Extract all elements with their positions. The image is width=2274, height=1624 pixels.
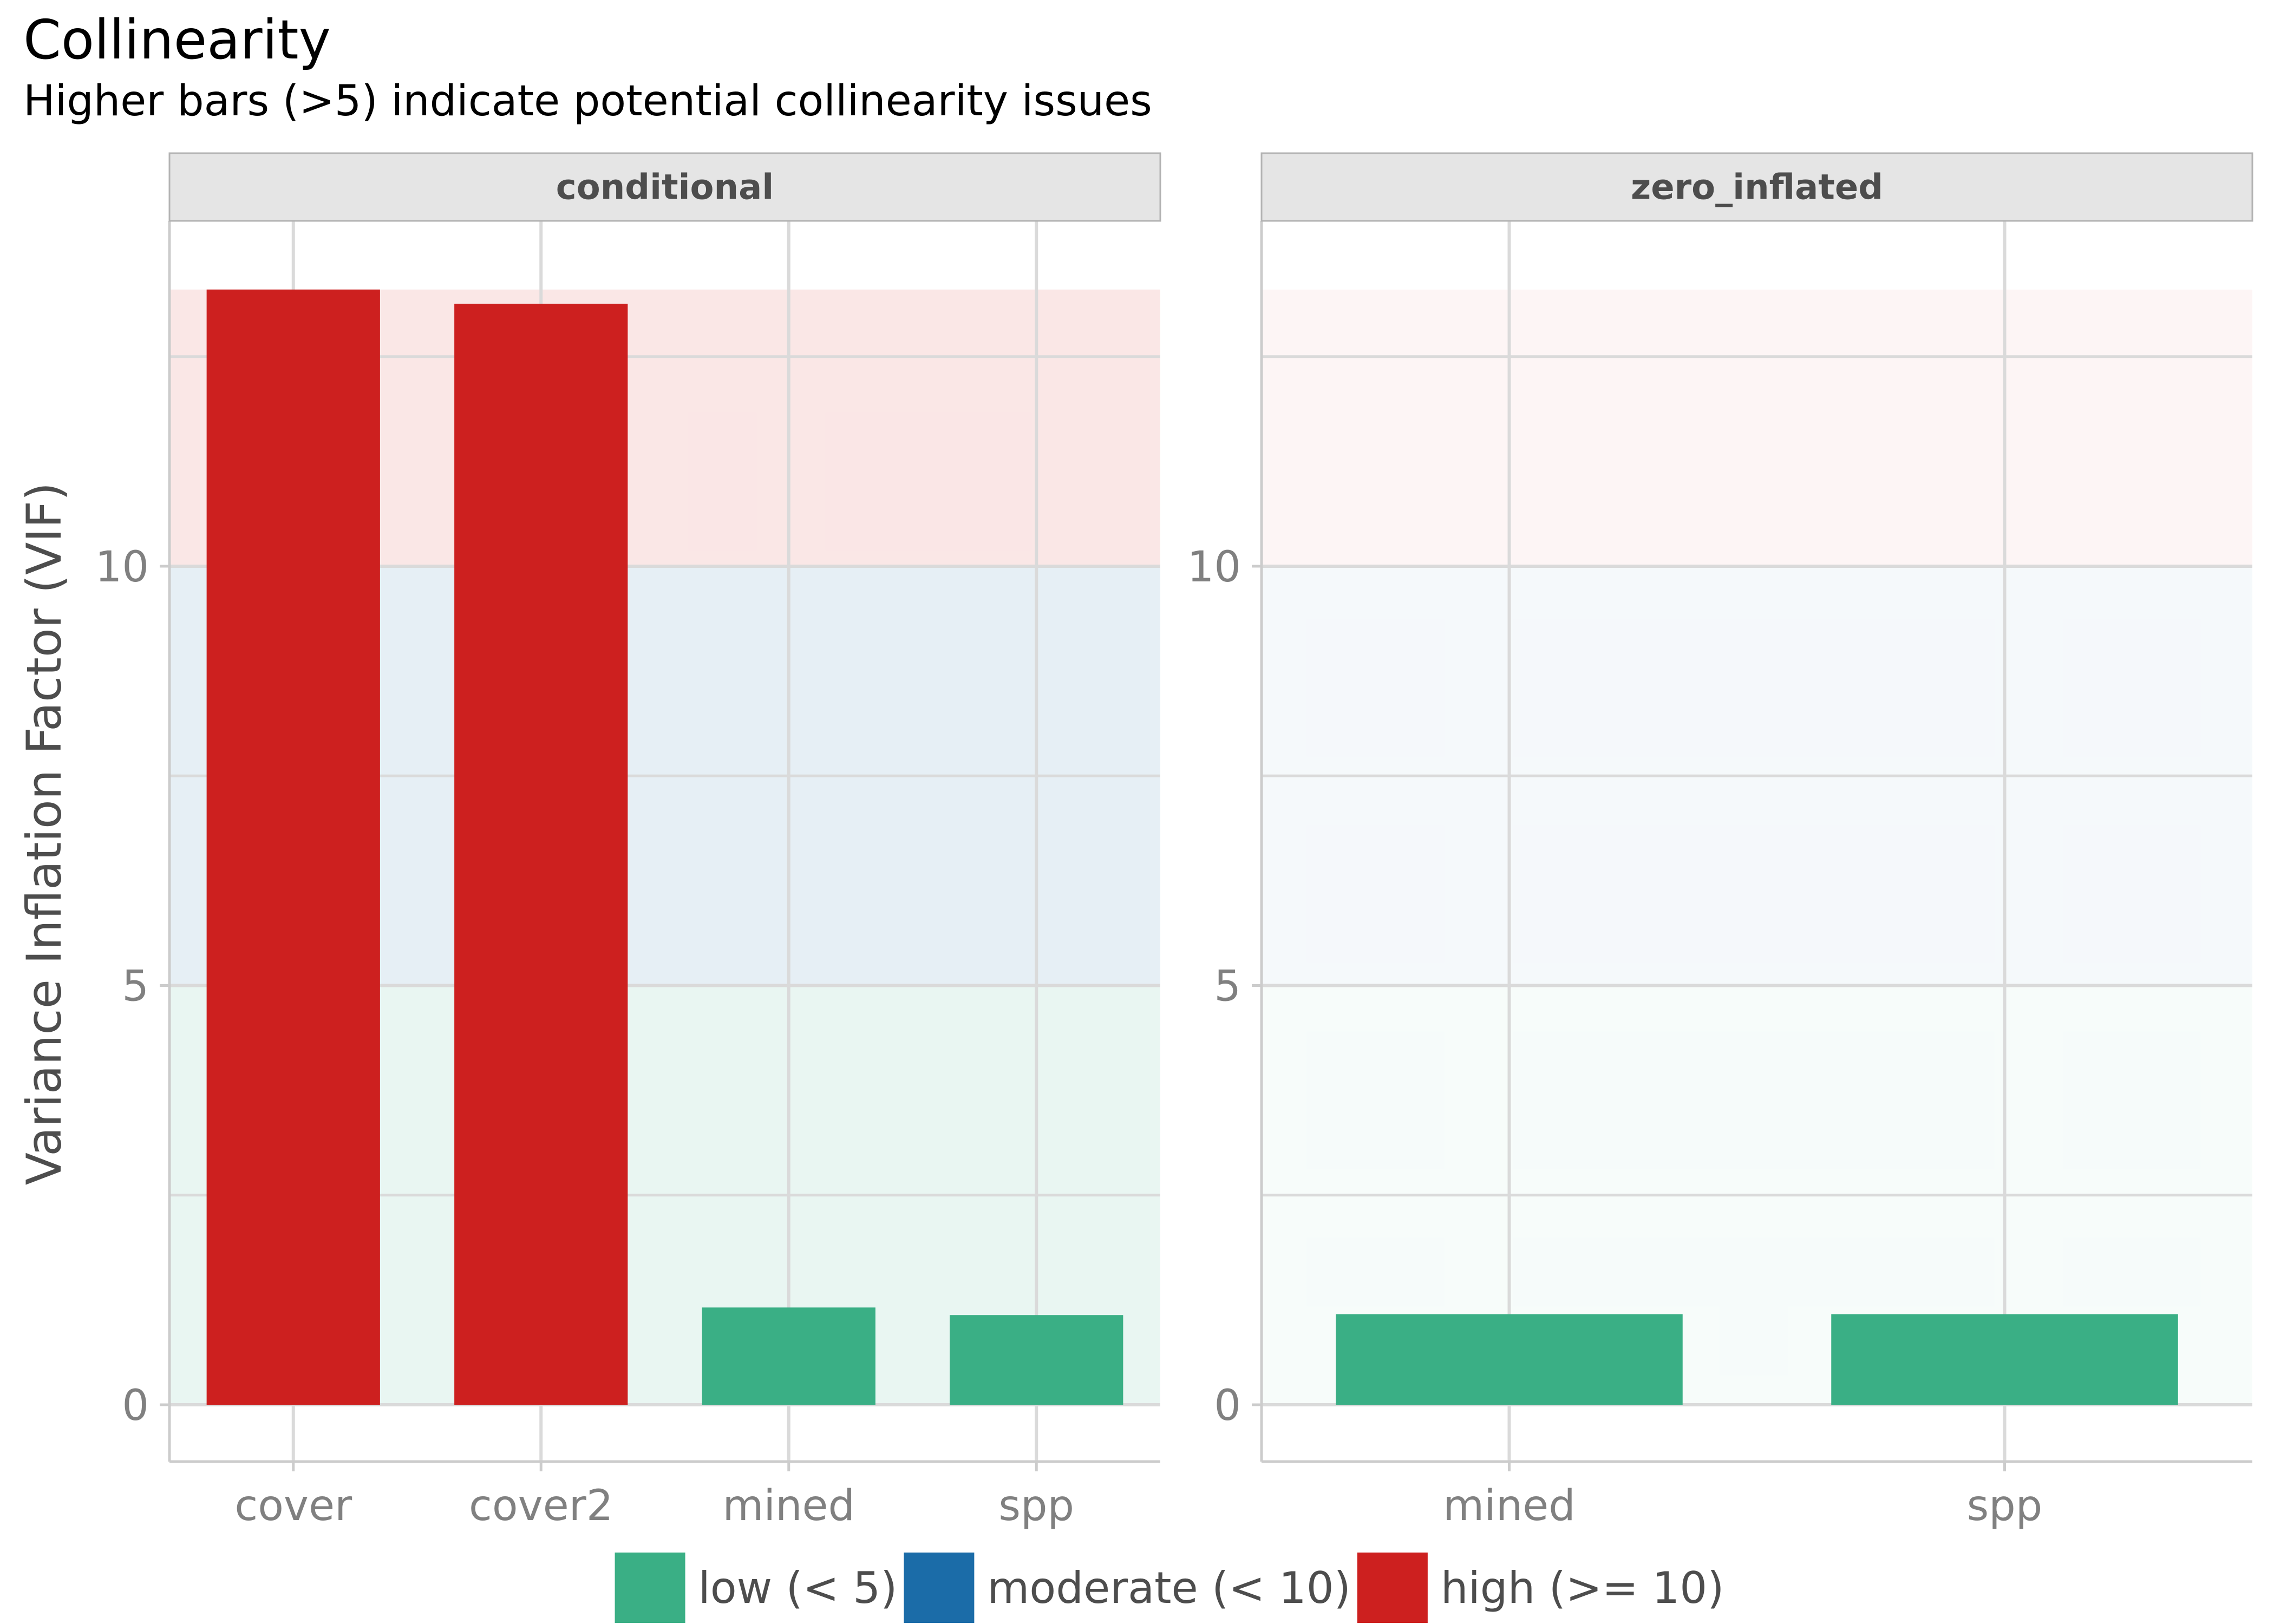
bar-conditional-cover2 [454, 304, 628, 1405]
bar-zero_inflated-spp [1831, 1314, 2178, 1405]
y-tick-label: 0 [122, 1381, 149, 1430]
x-tick-label: mined [722, 1482, 855, 1530]
facet-strip [1260, 152, 2253, 222]
legend-key [1357, 1553, 1428, 1623]
legend-item-0: low (< 5) [615, 1553, 898, 1623]
legend-item-1: moderate (< 10) [904, 1553, 1351, 1623]
x-tick-label: spp [1967, 1482, 2043, 1530]
y-tick-label: 0 [1214, 1381, 1241, 1430]
y-tick-label: 5 [1214, 962, 1241, 1011]
y-axis-label: Variance Inflation Factor (VIF) [16, 482, 72, 1186]
legend-label: moderate (< 10) [987, 1563, 1350, 1613]
facet-panel-zero_inflated: mined spp 0 5 10 zero_inflated [1187, 152, 2253, 1530]
y-tick-label: 10 [1187, 543, 1241, 592]
bar-conditional-cover [206, 289, 380, 1405]
legend-key [615, 1553, 685, 1623]
x-tick-label: mined [1443, 1482, 1576, 1530]
legend-item-2: high (>= 10) [1357, 1553, 1724, 1623]
facet-panel-conditional: cover cover2 mined spp 0 5 10 conditional [95, 152, 1161, 1530]
zone-band-high [1262, 289, 2252, 566]
x-tick-label: spp [998, 1482, 1074, 1530]
bar-conditional-mined [702, 1307, 875, 1405]
facet-strip-label: zero_inflated [1631, 168, 1883, 208]
facet-strip-label: conditional [556, 168, 774, 208]
y-tick-label: 10 [95, 543, 149, 592]
chart-subtitle: Higher bars (>5) indicate potential coll… [23, 77, 1152, 126]
panels-layer: cover cover2 mined spp 0 5 10 conditional mined s… [95, 152, 2253, 1530]
legend-label: high (>= 10) [1441, 1563, 1724, 1613]
legend-label: low (< 5) [698, 1563, 898, 1613]
y-tick-label: 5 [122, 962, 149, 1011]
legend: low (< 5) moderate (< 10) high (>= 10) [615, 1553, 1724, 1623]
x-tick-label: cover [234, 1482, 352, 1530]
chart-title: Collinearity [23, 8, 331, 71]
x-tick-label: cover2 [469, 1482, 613, 1530]
legend-key [904, 1553, 975, 1623]
bar-zero_inflated-mined [1336, 1314, 1683, 1405]
facet-strip [168, 152, 1161, 222]
bar-conditional-spp [950, 1315, 1123, 1405]
